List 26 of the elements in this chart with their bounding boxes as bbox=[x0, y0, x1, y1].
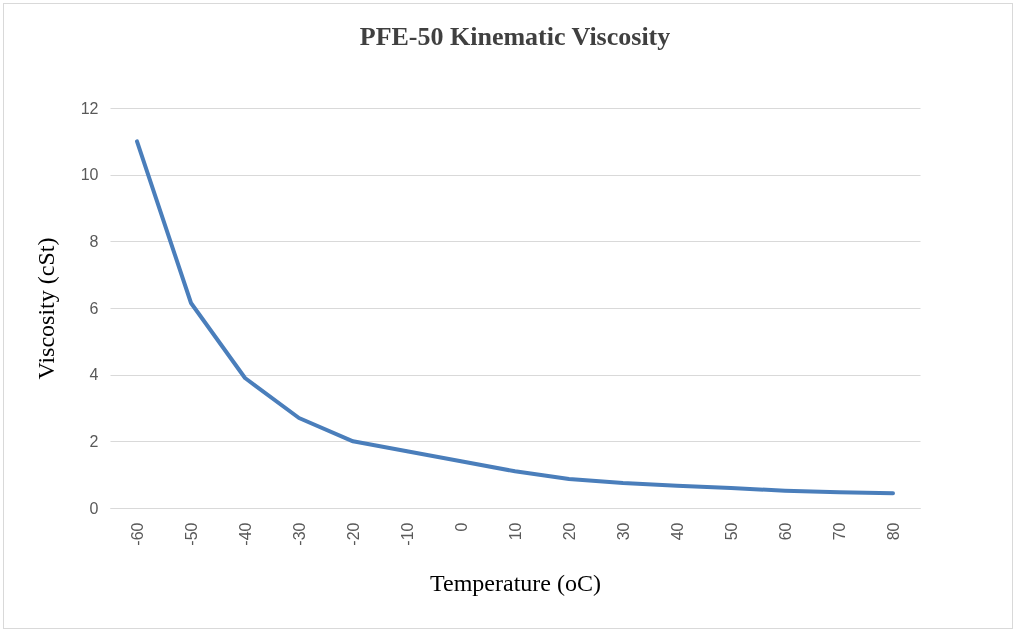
x-tick-label: 60 bbox=[776, 522, 794, 541]
y-tick-label: 4 bbox=[89, 366, 99, 384]
x-tick-label: -20 bbox=[344, 522, 362, 546]
x-tick-label: -30 bbox=[290, 522, 308, 546]
y-tick-label: 10 bbox=[80, 166, 99, 184]
x-tick-label: -40 bbox=[236, 522, 254, 546]
chart-title: PFE-50 Kinematic Viscosity bbox=[359, 22, 671, 51]
x-tick-label: 50 bbox=[722, 522, 740, 541]
y-tick-label: 6 bbox=[89, 299, 99, 317]
x-tick-label: -60 bbox=[128, 522, 146, 546]
y-axis-title: Viscosity (cSt) bbox=[32, 237, 59, 380]
y-tick-label: 8 bbox=[89, 232, 99, 250]
x-axis-title: Temperature (oC) bbox=[430, 569, 601, 596]
y-tick-label: 0 bbox=[89, 499, 99, 517]
line-series bbox=[135, 139, 895, 496]
x-tick-label: 0 bbox=[452, 522, 470, 532]
x-tick-label: 70 bbox=[830, 522, 848, 541]
x-tick-label: 20 bbox=[560, 522, 578, 541]
x-tick-label: 10 bbox=[506, 522, 524, 541]
x-tick-label: -10 bbox=[398, 522, 416, 546]
x-tick-label: 30 bbox=[614, 522, 632, 541]
x-tick-label: 80 bbox=[884, 522, 902, 541]
y-tick-label: 2 bbox=[89, 432, 99, 450]
x-tick-label: -50 bbox=[182, 522, 200, 546]
x-tick-label: 40 bbox=[668, 522, 686, 541]
y-tick-label: 12 bbox=[80, 99, 99, 117]
